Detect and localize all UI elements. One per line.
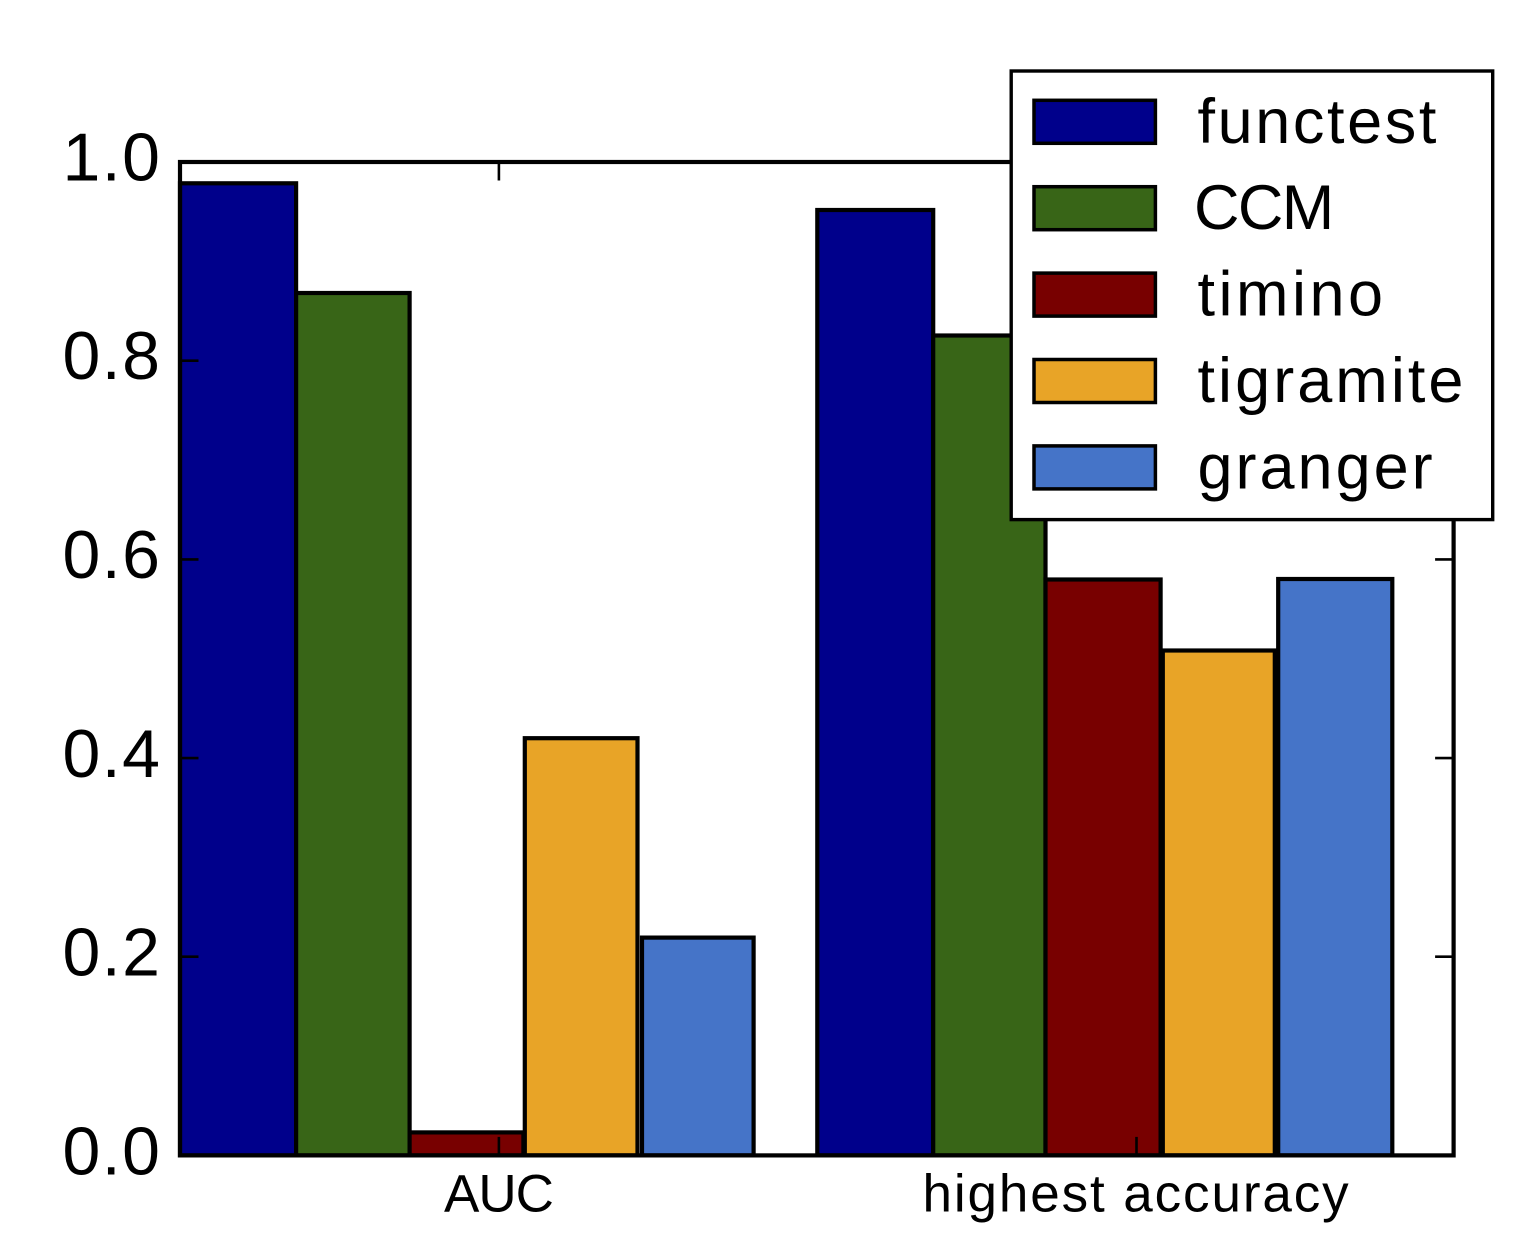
svg-text:highest accuracy: highest accuracy — [922, 1164, 1350, 1223]
svg-text:functest: functest — [1198, 87, 1439, 157]
svg-text:tigramite: tigramite — [1198, 346, 1467, 416]
svg-text:0.4: 0.4 — [62, 716, 161, 792]
svg-text:CCM: CCM — [1194, 173, 1333, 243]
svg-text:timino: timino — [1198, 260, 1387, 330]
svg-text:0.2: 0.2 — [62, 915, 161, 991]
svg-text:0.8: 0.8 — [62, 318, 161, 394]
svg-text:1.0: 1.0 — [62, 119, 161, 195]
svg-text:0.6: 0.6 — [62, 517, 161, 593]
svg-text:granger: granger — [1198, 432, 1436, 502]
svg-text:0.0: 0.0 — [62, 1113, 161, 1189]
svg-text:AUC: AUC — [444, 1164, 553, 1223]
